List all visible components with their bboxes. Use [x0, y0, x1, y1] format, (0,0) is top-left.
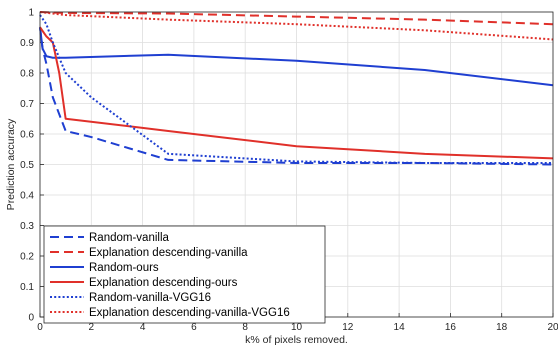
legend-label-5: Explanation descending-vanilla-VGG16	[89, 307, 290, 319]
legend: Random-vanilla Explanation descending-van…	[43, 225, 326, 324]
series-line-5	[39, 11, 554, 41]
x-tick-label: 0	[37, 322, 43, 333]
y-tick-label: 0.9	[20, 38, 34, 49]
x-tick-label: 16	[445, 322, 457, 333]
y-tick-label: 0.2	[20, 252, 34, 263]
y-tick-label: 0.6	[20, 130, 34, 141]
x-tick-label: 4	[140, 322, 146, 333]
series-line-2	[39, 27, 554, 87]
y-tick-label: 0.7	[20, 99, 34, 110]
legend-label-3: Explanation descending-ours	[89, 277, 238, 289]
x-axis-label: k% of pixels removed.	[245, 334, 348, 345]
x-tick-label: 12	[342, 322, 354, 333]
legend-label-0: Random-vanilla	[89, 232, 170, 244]
tick-labels: 00.10.20.30.40.50.60.70.80.910 2 4 6 8 10 12 14…	[20, 8, 558, 334]
x-tick-label: 10	[291, 322, 303, 333]
x-tick-label: 14	[394, 322, 406, 333]
y-tick-label: 0.4	[20, 191, 34, 202]
y-tick-label: 0.5	[20, 160, 34, 171]
x-tick-label: 2	[89, 322, 95, 333]
legend-label-4: Random-vanilla-VGG16	[89, 292, 211, 304]
x-tick-label: 6	[191, 322, 197, 333]
y-tick-label: 0.8	[20, 69, 34, 80]
series-line-3	[39, 26, 554, 160]
legend-label-2: Random-ours	[89, 262, 159, 274]
legend-label-1: Explanation descending-vanilla	[89, 247, 248, 259]
x-tick-label: 8	[242, 322, 248, 333]
y-tick-label: 0	[28, 313, 34, 324]
x-tick-label: 20	[547, 322, 558, 333]
y-tick-label: 1	[28, 8, 34, 19]
legend-box	[43, 225, 326, 324]
y-tick-label: 0.3	[20, 221, 34, 232]
series-line-4	[39, 14, 553, 164]
series-lines	[39, 11, 554, 166]
series-line-1	[39, 11, 554, 26]
y-tick-label: 0.1	[20, 282, 34, 293]
x-tick-label: 18	[496, 322, 508, 333]
y-axis-label: Prediction accuracy	[5, 118, 17, 210]
